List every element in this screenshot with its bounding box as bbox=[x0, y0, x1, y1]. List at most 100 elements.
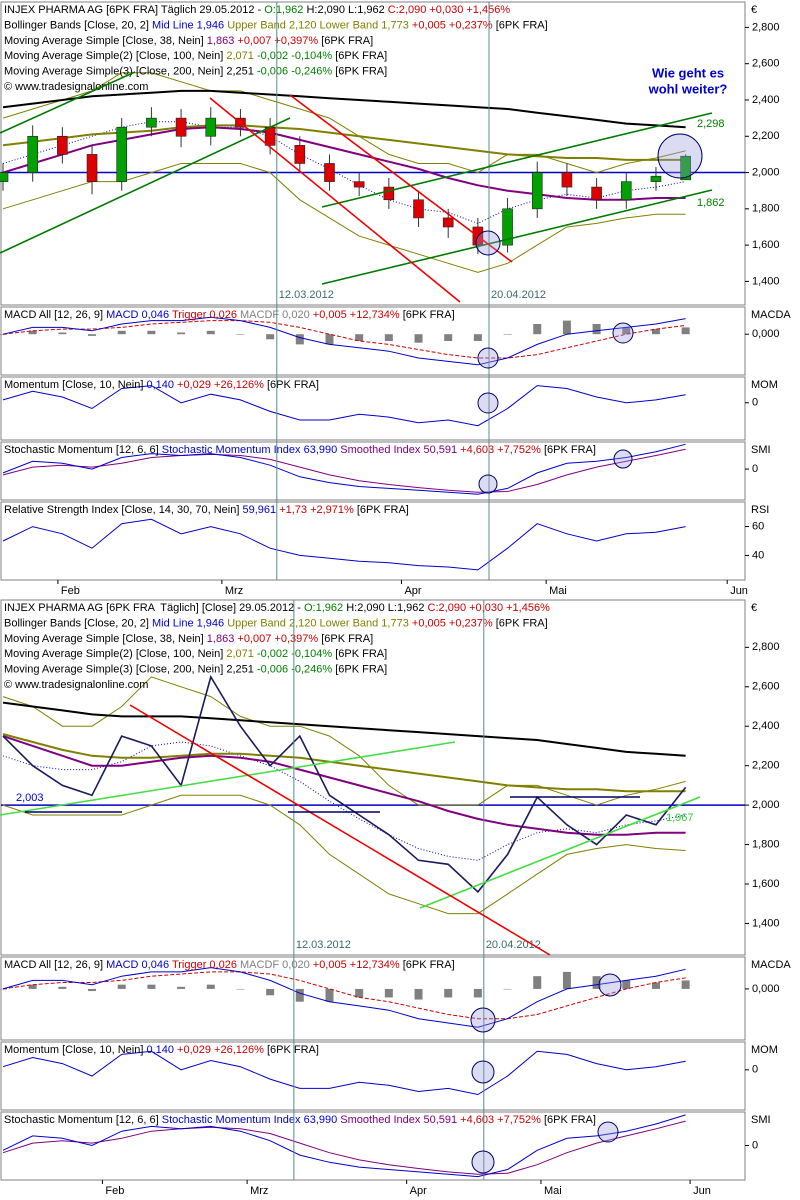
histogram-bar bbox=[325, 334, 334, 345]
legend-text: +0,029 +26,126% bbox=[177, 379, 267, 391]
y-tick-label: 0,000 bbox=[752, 328, 780, 340]
highlight-circle bbox=[597, 1121, 619, 1143]
annotation: 2,003 bbox=[16, 792, 44, 804]
legend-text: MACD All [12, 26, 9] bbox=[4, 959, 106, 971]
histogram-bar bbox=[325, 988, 334, 1002]
legend-text: 2,071 bbox=[226, 50, 257, 62]
legend-text: 2,251 bbox=[226, 66, 257, 78]
highlight-circle bbox=[471, 1060, 495, 1084]
histogram-bar bbox=[562, 971, 571, 989]
histogram-bar bbox=[592, 976, 601, 989]
legend-text: Upper Band 2,120 Lower Band 1,773 bbox=[227, 617, 412, 629]
legend-line: Bollinger Bands [Close, 20, 2] Mid Line … bbox=[4, 19, 548, 31]
candle-body bbox=[294, 145, 306, 164]
legend-line: Momentum [Close, 10, Nein] 0,140 +0,029 … bbox=[4, 379, 319, 391]
legend-text: Stochastic Momentum [12, 6, 6] bbox=[4, 444, 162, 456]
y-tick-label: 0,000 bbox=[752, 983, 780, 995]
legend-text: Momentum [Close, 10, Nein] bbox=[4, 379, 146, 391]
legend-line: MACD All [12, 26, 9] MACD 0,046 Trigger … bbox=[4, 309, 455, 321]
trend-line bbox=[321, 112, 713, 208]
y-tick-label: 0 bbox=[752, 463, 758, 475]
candle-body bbox=[353, 181, 365, 188]
x-tick-label: Mai bbox=[549, 585, 567, 597]
y-tick-label: 1,600 bbox=[752, 878, 780, 890]
series-line bbox=[2, 733, 686, 793]
candle-body bbox=[561, 172, 573, 188]
candle-body bbox=[531, 172, 543, 210]
y-tick-label: 0 bbox=[752, 397, 758, 409]
legend-text: © www.tradesignalonline.com bbox=[4, 81, 148, 93]
panel-frame bbox=[0, 441, 746, 501]
panel-frame bbox=[0, 306, 746, 376]
y-tick-label: 1,400 bbox=[752, 917, 780, 929]
legend-text: +0,029 +26,126% bbox=[177, 1044, 267, 1056]
candle-body bbox=[650, 175, 662, 182]
histogram-bar bbox=[58, 332, 67, 335]
legend-text: INJEX PHARMA AG [6PK FRA] Täglich 29.05.… bbox=[4, 4, 264, 16]
highlight-circle bbox=[613, 449, 633, 469]
legend-line: Momentum [Close, 10, Nein] 0,140 +0,029 … bbox=[4, 1044, 319, 1056]
legend-text: MACD All [12, 26, 9] bbox=[4, 309, 106, 321]
histogram-bar bbox=[651, 982, 660, 989]
panel-frame bbox=[0, 1, 746, 306]
histogram-bar bbox=[681, 980, 690, 989]
legend-text: 2,251 bbox=[226, 664, 257, 676]
legend-text: [6PK FRA] bbox=[544, 1114, 596, 1126]
legend-line: © www.tradesignalonline.com bbox=[4, 81, 148, 93]
axis-label: SMI bbox=[751, 444, 771, 456]
histogram-bar bbox=[266, 334, 275, 340]
series-line bbox=[2, 1114, 686, 1178]
legend-text: [6PK FRA] bbox=[335, 66, 387, 78]
legend-text: MACD 0,046 bbox=[106, 959, 172, 971]
y-tick-label: 2,800 bbox=[752, 21, 780, 33]
legend-text: [6PK FRA] bbox=[267, 1044, 319, 1056]
series-line bbox=[2, 89, 686, 129]
series-line bbox=[2, 443, 686, 495]
y-tick-label: 2,000 bbox=[752, 166, 780, 178]
histogram-bar bbox=[236, 988, 245, 990]
histogram-bar bbox=[562, 320, 571, 335]
y-tick-label: 2,400 bbox=[752, 720, 780, 732]
trend-line bbox=[419, 796, 701, 909]
histogram-bar bbox=[117, 330, 126, 335]
candle-body bbox=[146, 117, 157, 128]
legend-text: [6PK FRA] bbox=[357, 504, 409, 516]
y-tick-label: 1,400 bbox=[752, 275, 780, 287]
panel-frame bbox=[0, 1041, 746, 1111]
legend-text: C:2,090 +0,030 +1,456% bbox=[428, 602, 551, 614]
legend-line: INJEX PHARMA AG [6PK FRA] Täglich 29.05.… bbox=[4, 4, 510, 16]
candle-body bbox=[591, 186, 602, 201]
axis-label: SMI bbox=[751, 1114, 771, 1126]
series-line bbox=[2, 967, 686, 1028]
legend-text: Mid Line 1,946 bbox=[152, 617, 227, 629]
series-line bbox=[2, 701, 686, 757]
histogram-bar bbox=[622, 327, 631, 335]
histogram-bar bbox=[503, 988, 512, 990]
histogram-bar bbox=[147, 330, 156, 335]
histogram-bar bbox=[681, 327, 690, 335]
trend-line bbox=[0, 741, 456, 816]
histogram-bar bbox=[28, 330, 37, 335]
legend-text: Stochastic Momentum [12, 6, 6] bbox=[4, 1114, 162, 1126]
candle-body bbox=[205, 117, 217, 137]
legend-text: MACDF 0,020 bbox=[240, 959, 313, 971]
histogram-bar bbox=[117, 984, 126, 989]
legend-text: Bollinger Bands [Close, 20, 2] bbox=[4, 19, 152, 31]
legend-text: +4,603 +7,752% bbox=[460, 444, 544, 456]
trend-line bbox=[0, 71, 136, 134]
histogram-bar bbox=[473, 988, 482, 998]
histogram-bar bbox=[236, 334, 245, 335]
axis-label: MACDA bbox=[751, 309, 791, 321]
trend-line bbox=[0, 117, 291, 254]
axis-label: € bbox=[751, 4, 757, 16]
legend-text: Relative Strength Index [Close, 14, 30, … bbox=[4, 504, 242, 516]
histogram-bar bbox=[444, 334, 453, 341]
highlight-circle bbox=[477, 392, 499, 414]
date-label: 20.04.2012 bbox=[491, 289, 546, 301]
legend-text: +0,007 +0,397% bbox=[237, 35, 321, 47]
histogram-bar bbox=[58, 986, 67, 989]
legend-text: Stochastic Momentum Index 63,990 bbox=[162, 444, 341, 456]
legend-line: Moving Average Simple(3) [Close, 200, Ne… bbox=[4, 664, 387, 676]
